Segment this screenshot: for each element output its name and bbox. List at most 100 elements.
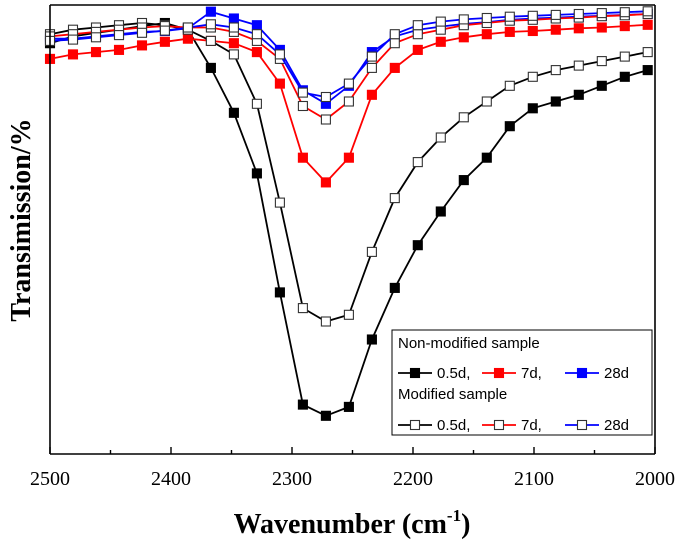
data-point — [389, 62, 400, 73]
data-point — [389, 193, 400, 204]
data-point — [412, 20, 423, 31]
series-4 — [44, 17, 653, 327]
data-point — [596, 56, 607, 67]
data-point — [113, 44, 125, 55]
data-point — [90, 47, 102, 58]
legend-box — [391, 329, 653, 436]
data-point — [550, 9, 561, 20]
data-point — [228, 49, 239, 60]
data-point — [366, 89, 377, 100]
data-point — [251, 98, 262, 109]
series-6 — [44, 6, 653, 103]
legend: Non-modified sample Modified sample 0.5d… — [391, 329, 653, 436]
data-point — [182, 33, 193, 44]
legend-marker — [409, 419, 421, 431]
legend-marker — [409, 367, 421, 379]
data-point — [481, 12, 492, 24]
data-point — [527, 103, 538, 114]
data-point — [642, 6, 653, 17]
data-point — [366, 334, 377, 345]
data-point — [596, 80, 607, 91]
legend-label: 0.5d, — [437, 417, 470, 434]
legend-marker — [576, 367, 588, 379]
data-point — [343, 401, 354, 412]
data-point — [136, 27, 148, 38]
data-point — [458, 175, 469, 186]
data-point — [573, 89, 584, 100]
data-point — [274, 197, 285, 208]
data-point — [504, 26, 515, 37]
data-point — [343, 152, 354, 163]
data-point — [366, 51, 377, 62]
data-point — [389, 38, 400, 49]
data-point — [527, 10, 538, 21]
data-point — [274, 78, 285, 89]
data-point — [550, 24, 561, 35]
data-point — [343, 309, 354, 320]
x-tick-label: 2100 — [514, 468, 554, 490]
data-point — [320, 177, 331, 188]
data-point — [274, 287, 285, 298]
data-point — [573, 8, 584, 20]
x-tick-label: 2300 — [272, 468, 312, 490]
data-point — [642, 47, 653, 58]
data-point — [435, 36, 446, 47]
data-point — [642, 19, 653, 30]
data-point — [320, 114, 331, 125]
data-point — [343, 96, 354, 107]
data-point — [320, 316, 331, 327]
legend-label: 28d — [604, 417, 629, 434]
data-point — [228, 13, 239, 24]
data-point — [573, 60, 584, 71]
data-point — [297, 87, 308, 98]
data-point — [297, 152, 308, 163]
x-tick-label: 2500 — [30, 468, 70, 490]
data-point — [228, 107, 239, 118]
legend-marker — [493, 367, 505, 379]
data-point — [182, 22, 193, 33]
data-point — [389, 282, 400, 293]
data-point — [642, 65, 653, 76]
data-point — [481, 152, 492, 163]
x-axis-title-main: Wavenumber (cm — [234, 509, 447, 540]
data-point — [136, 40, 148, 51]
data-point — [596, 8, 607, 19]
x-axis-title: Wavenumber (cm-1) — [234, 506, 471, 540]
data-point — [159, 25, 170, 36]
data-point — [550, 65, 561, 76]
data-point — [67, 34, 79, 45]
data-point — [205, 6, 216, 17]
data-point — [458, 14, 469, 25]
data-point — [205, 19, 216, 30]
data-point — [320, 410, 331, 421]
data-point — [412, 44, 423, 55]
data-point — [504, 80, 515, 91]
data-point — [228, 38, 239, 49]
data-point — [550, 96, 561, 107]
legend-label: 28d — [604, 365, 629, 382]
data-point — [159, 36, 170, 47]
data-point — [596, 22, 607, 33]
legend-marker — [576, 419, 588, 431]
data-point — [504, 121, 515, 132]
x-axis-title-close: ) — [461, 509, 470, 540]
data-point — [481, 29, 492, 40]
data-point — [619, 21, 630, 32]
legend-group2-title: Modified sample — [398, 386, 507, 403]
data-point — [228, 22, 239, 33]
legend-rows: 0.5d, 7d, 28d 0.5d, 7d, 28d — [398, 365, 629, 434]
data-point — [297, 399, 308, 410]
data-point — [573, 23, 584, 34]
data-point — [366, 246, 377, 257]
data-point — [458, 112, 469, 123]
data-point — [458, 32, 469, 43]
x-axis-title-sup: -1 — [447, 506, 461, 525]
data-point — [481, 96, 492, 107]
data-point — [366, 62, 377, 73]
data-point — [251, 29, 262, 40]
data-point — [67, 49, 79, 60]
data-point — [527, 71, 538, 82]
data-point — [504, 11, 515, 22]
data-point — [619, 71, 630, 82]
